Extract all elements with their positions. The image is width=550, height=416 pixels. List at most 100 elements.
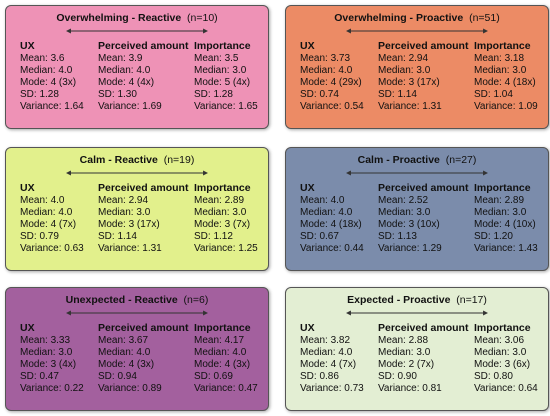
metric-stat: SD: 0.79 [20,231,59,242]
group-name: Unexpected - Reactive [65,294,178,306]
group-name: Overwhelming - Proactive [334,12,464,24]
metric-stat: SD: 0.90 [378,371,417,382]
group-count: (n=6) [177,294,209,306]
metric-stat: Median: 3.0 [20,347,73,358]
metric-stat: Median: 3.0 [474,65,527,76]
double-arrow-icon [346,310,488,316]
metric-column: Perceived amount Mean: 2.94 Median: 3.0 Mod… [98,182,188,255]
metric-stat: Median: 3.0 [378,347,431,358]
metric-stat: Mean: 3.6 [20,53,65,64]
metric-header: UX [20,182,35,194]
double-arrow-icon [66,28,208,34]
metric-column: UX Mean: 3.73 Median: 4.0 Mode: 4 (29x) SD: … [300,40,364,113]
metric-header: UX [300,40,315,52]
metric-stat: Mean: 3.73 [300,53,351,64]
metric-stat: Mean: 2.94 [378,53,429,64]
metric-stat: Mode: 3 (17x) [378,77,440,88]
metric-stat: Variance: 0.89 [98,383,162,394]
metric-stat: Variance: 1.31 [98,243,162,254]
metric-header: Perceived amount [98,322,189,334]
metric-column: Importance Mean: 3.06 Median: 3.0 Mode: 3 (… [474,322,538,395]
double-arrow-icon [346,28,488,34]
metric-stat: Mean: 3.5 [194,53,239,64]
metric-column: Perceived amount Mean: 2.52 Median: 3.0 Mod… [378,182,468,255]
metric-column: Importance Mean: 2.89 Median: 3.0 Mode: 4 (… [474,182,538,255]
group-count: (n=51) [463,12,500,24]
metric-stat: SD: 0.94 [98,371,137,382]
metric-stat: SD: 1.12 [194,231,233,242]
metric-stat: Variance: 1.31 [378,101,442,112]
metric-column: Importance Mean: 3.5 Median: 3.0 Mode: 5 (4… [194,40,258,113]
group-name: Calm - Reactive [79,154,158,166]
metric-header: Importance [474,40,531,52]
metric-header: Importance [194,182,251,194]
metric-stat: Median: 4.0 [98,347,151,358]
metric-stat: Variance: 1.29 [378,243,442,254]
group-title: Overwhelming - Proactive (n=51) [286,12,548,25]
metric-stat: Median: 3.0 [194,207,247,218]
metric-header: Perceived amount [378,182,469,194]
metric-stat: Mean: 4.0 [20,195,65,206]
metric-stat: Mean: 3.67 [98,335,149,346]
metric-stat: SD: 0.80 [474,371,513,382]
metric-header: Importance [474,182,531,194]
metric-stat: Mean: 3.82 [300,335,351,346]
group-title: Calm - Reactive (n=19) [6,154,268,167]
group-count: (n=19) [157,154,195,166]
metric-stat: Median: 4.0 [20,65,73,76]
metric-stat: Mean: 2.89 [474,195,525,206]
metric-stat: Mode: 3 (4x) [20,359,77,370]
metric-column: UX Mean: 4.0 Median: 4.0 Mode: 4 (18x) SD: 0… [300,182,364,255]
metric-stat: Mode: 4 (18x) [474,77,536,88]
metric-stat: Variance: 1.25 [194,243,258,254]
group-count: (n=10) [181,12,218,24]
metric-stat: Median: 4.0 [194,347,247,358]
metric-stat: Variance: 1.64 [20,101,84,112]
group-name: Expected - Proactive [347,294,451,306]
metric-stat: Median: 3.0 [474,207,527,218]
metric-stat: Mode: 4 (10x) [474,219,536,230]
metric-stat: Mode: 3 (7x) [194,219,251,230]
metric-stat: Median: 4.0 [300,65,353,76]
metric-column: UX Mean: 3.33 Median: 3.0 Mode: 3 (4x) SD: 0… [20,322,84,395]
metric-stat: Variance: 0.22 [20,383,84,394]
metric-header: Perceived amount [98,40,189,52]
metric-stat: Mode: 4 (18x) [300,219,362,230]
metric-column: Perceived amount Mean: 2.94 Median: 3.0 Mod… [378,40,468,113]
metric-stat: Median: 3.0 [378,207,431,218]
metric-header: Importance [474,322,531,334]
metric-header: Importance [194,322,251,334]
group-title: Overwhelming - Reactive (n=10) [6,12,268,25]
metric-stat: Variance: 1.09 [474,101,538,112]
metric-stat: Mode: 4 (29x) [300,77,362,88]
double-arrow-icon [66,310,208,316]
metric-stat: SD: 1.14 [98,231,137,242]
metric-stat: SD: 1.20 [474,231,513,242]
metric-stat: Mode: 4 (4x) [98,77,155,88]
group-box: Overwhelming - Reactive (n=10) UX Mean: 3.… [5,5,269,129]
metric-stat: SD: 0.86 [300,371,339,382]
metric-stat: Mean: 2.89 [194,195,245,206]
metric-stat: Mean: 3.18 [474,53,525,64]
metric-stat: Mean: 2.52 [378,195,429,206]
metric-stat: Mean: 3.33 [20,335,71,346]
double-arrow-icon [346,170,488,176]
metric-column: Importance Mean: 3.18 Median: 3.0 Mode: 4 (… [474,40,538,113]
group-box: Unexpected - Reactive (n=6) UX Mean: 3.33 M… [5,287,269,411]
metric-stat: Median: 3.0 [378,65,431,76]
metric-column: Importance Mean: 2.89 Median: 3.0 Mode: 3 (… [194,182,258,255]
metric-column: Perceived amount Mean: 3.9 Median: 4.0 Mode… [98,40,188,113]
group-name: Calm - Proactive [357,154,440,166]
metric-stat: Variance: 0.54 [300,101,364,112]
metric-column: Importance Mean: 4.17 Median: 4.0 Mode: 4 (… [194,322,258,395]
metric-stat: SD: 1.13 [378,231,417,242]
metric-stat: Median: 3.0 [98,207,151,218]
group-box: Overwhelming - Proactive (n=51) UX Mean: 3… [285,5,549,129]
metric-stat: Mean: 2.88 [378,335,429,346]
metric-stat: Mode: 4 (7x) [300,359,357,370]
metric-stat: Median: 4.0 [300,207,353,218]
metric-stat: Variance: 0.63 [20,243,84,254]
metric-column: UX Mean: 3.82 Median: 4.0 Mode: 4 (7x) SD: 0… [300,322,364,395]
metric-stat: Mode: 4 (3x) [20,77,77,88]
group-count: (n=17) [450,294,487,306]
